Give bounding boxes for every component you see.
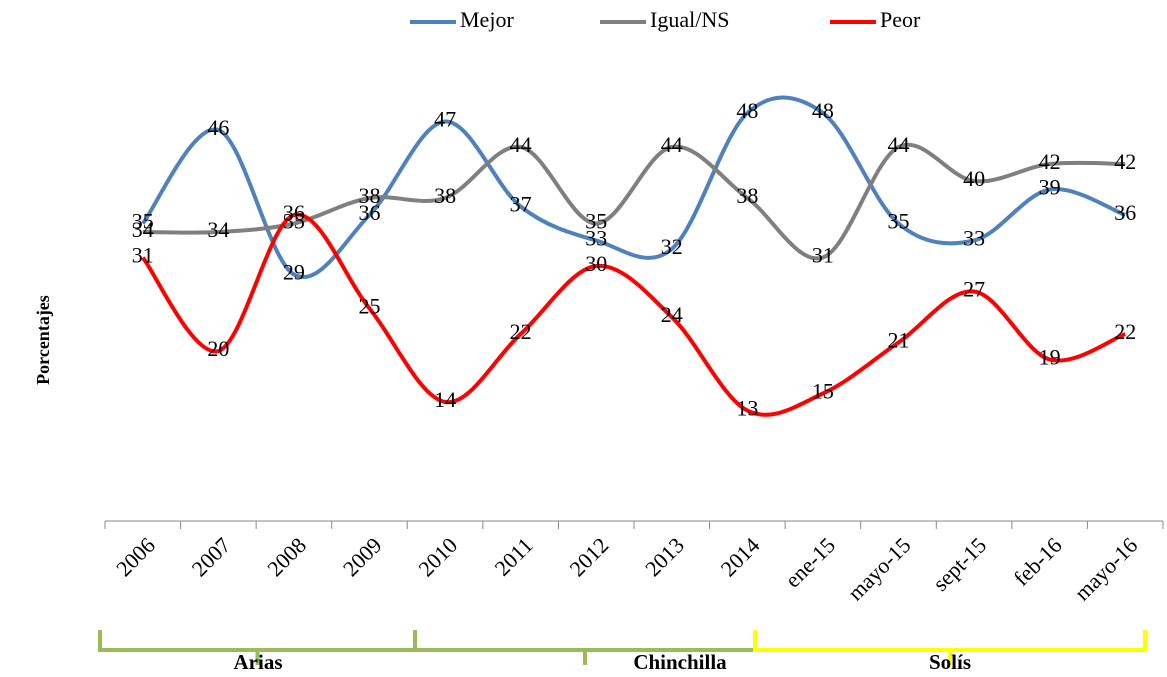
- x-tick-label: 2010: [413, 532, 462, 581]
- x-tick-label: 2007: [187, 532, 236, 581]
- data-label: 25: [359, 294, 381, 319]
- data-label: 22: [510, 319, 532, 344]
- data-label: 37: [510, 192, 532, 217]
- data-label: 44: [661, 132, 683, 157]
- x-tick-label: ene-15: [780, 532, 840, 592]
- data-label: 27: [963, 277, 985, 302]
- x-tick-label: 2013: [640, 532, 689, 581]
- data-label: 36: [283, 200, 305, 225]
- data-label: 15: [812, 379, 834, 404]
- x-tick-label: 2011: [490, 532, 538, 580]
- data-label: 44: [510, 132, 532, 157]
- data-label: 36: [359, 200, 381, 225]
- data-label: 38: [434, 183, 456, 208]
- y-axis-title: Porcentajes: [33, 295, 53, 385]
- data-label: 22: [1114, 319, 1136, 344]
- x-tick-label: 2012: [565, 532, 614, 581]
- x-tick-label: sept-15: [928, 532, 991, 595]
- data-label: 21: [888, 328, 910, 353]
- data-label: 30: [585, 251, 607, 276]
- data-label: 40: [963, 166, 985, 191]
- x-tick-label: feb-16: [1008, 532, 1066, 590]
- data-label: 29: [283, 260, 305, 285]
- data-label: 48: [812, 98, 834, 123]
- data-label: 35: [132, 209, 154, 234]
- data-label: 46: [207, 115, 229, 140]
- legend-label: Igual/NS: [650, 7, 729, 32]
- data-label: 42: [1114, 149, 1136, 174]
- period-label: Arias: [234, 650, 283, 674]
- x-tick-label: 2009: [338, 532, 387, 581]
- data-label: 36: [1114, 200, 1136, 225]
- legend-label: Peor: [880, 7, 921, 32]
- data-label: 34: [132, 217, 154, 242]
- x-tick-label: 2008: [262, 532, 311, 581]
- data-label: 19: [1039, 345, 1061, 370]
- data-label: 35: [585, 209, 607, 234]
- data-label: 13: [736, 396, 758, 421]
- x-tick-label: 2014: [716, 532, 765, 581]
- data-label: 33: [585, 226, 607, 251]
- data-label: 38: [359, 183, 381, 208]
- data-label: 48: [736, 98, 758, 123]
- data-label: 24: [661, 302, 683, 327]
- series-line: [142, 142, 1126, 261]
- data-label: 44: [888, 132, 910, 157]
- period-label: Chinchilla: [633, 650, 727, 674]
- period-label: Solís: [929, 650, 971, 674]
- data-label: 35: [888, 209, 910, 234]
- data-label: 14: [434, 387, 456, 412]
- x-tick-label: mayo-16: [1069, 532, 1142, 605]
- legend-label: Mejor: [460, 7, 514, 32]
- data-label: 38: [736, 183, 758, 208]
- data-label: 34: [207, 217, 229, 242]
- data-label: 39: [1039, 175, 1061, 200]
- data-label: 32: [661, 234, 683, 259]
- period-bracket: [753, 630, 1147, 665]
- x-tick-label: mayo-15: [843, 532, 916, 605]
- series-line: [141, 95, 1126, 279]
- data-label: 42: [1039, 149, 1061, 174]
- data-label: 20: [207, 336, 229, 361]
- series-line: [141, 212, 1126, 417]
- data-label: 31: [812, 243, 834, 268]
- data-label: 47: [434, 107, 456, 132]
- data-label: 35: [283, 209, 305, 234]
- x-tick-label: 2006: [111, 532, 160, 581]
- data-label: 33: [963, 226, 985, 251]
- data-label: 31: [132, 243, 154, 268]
